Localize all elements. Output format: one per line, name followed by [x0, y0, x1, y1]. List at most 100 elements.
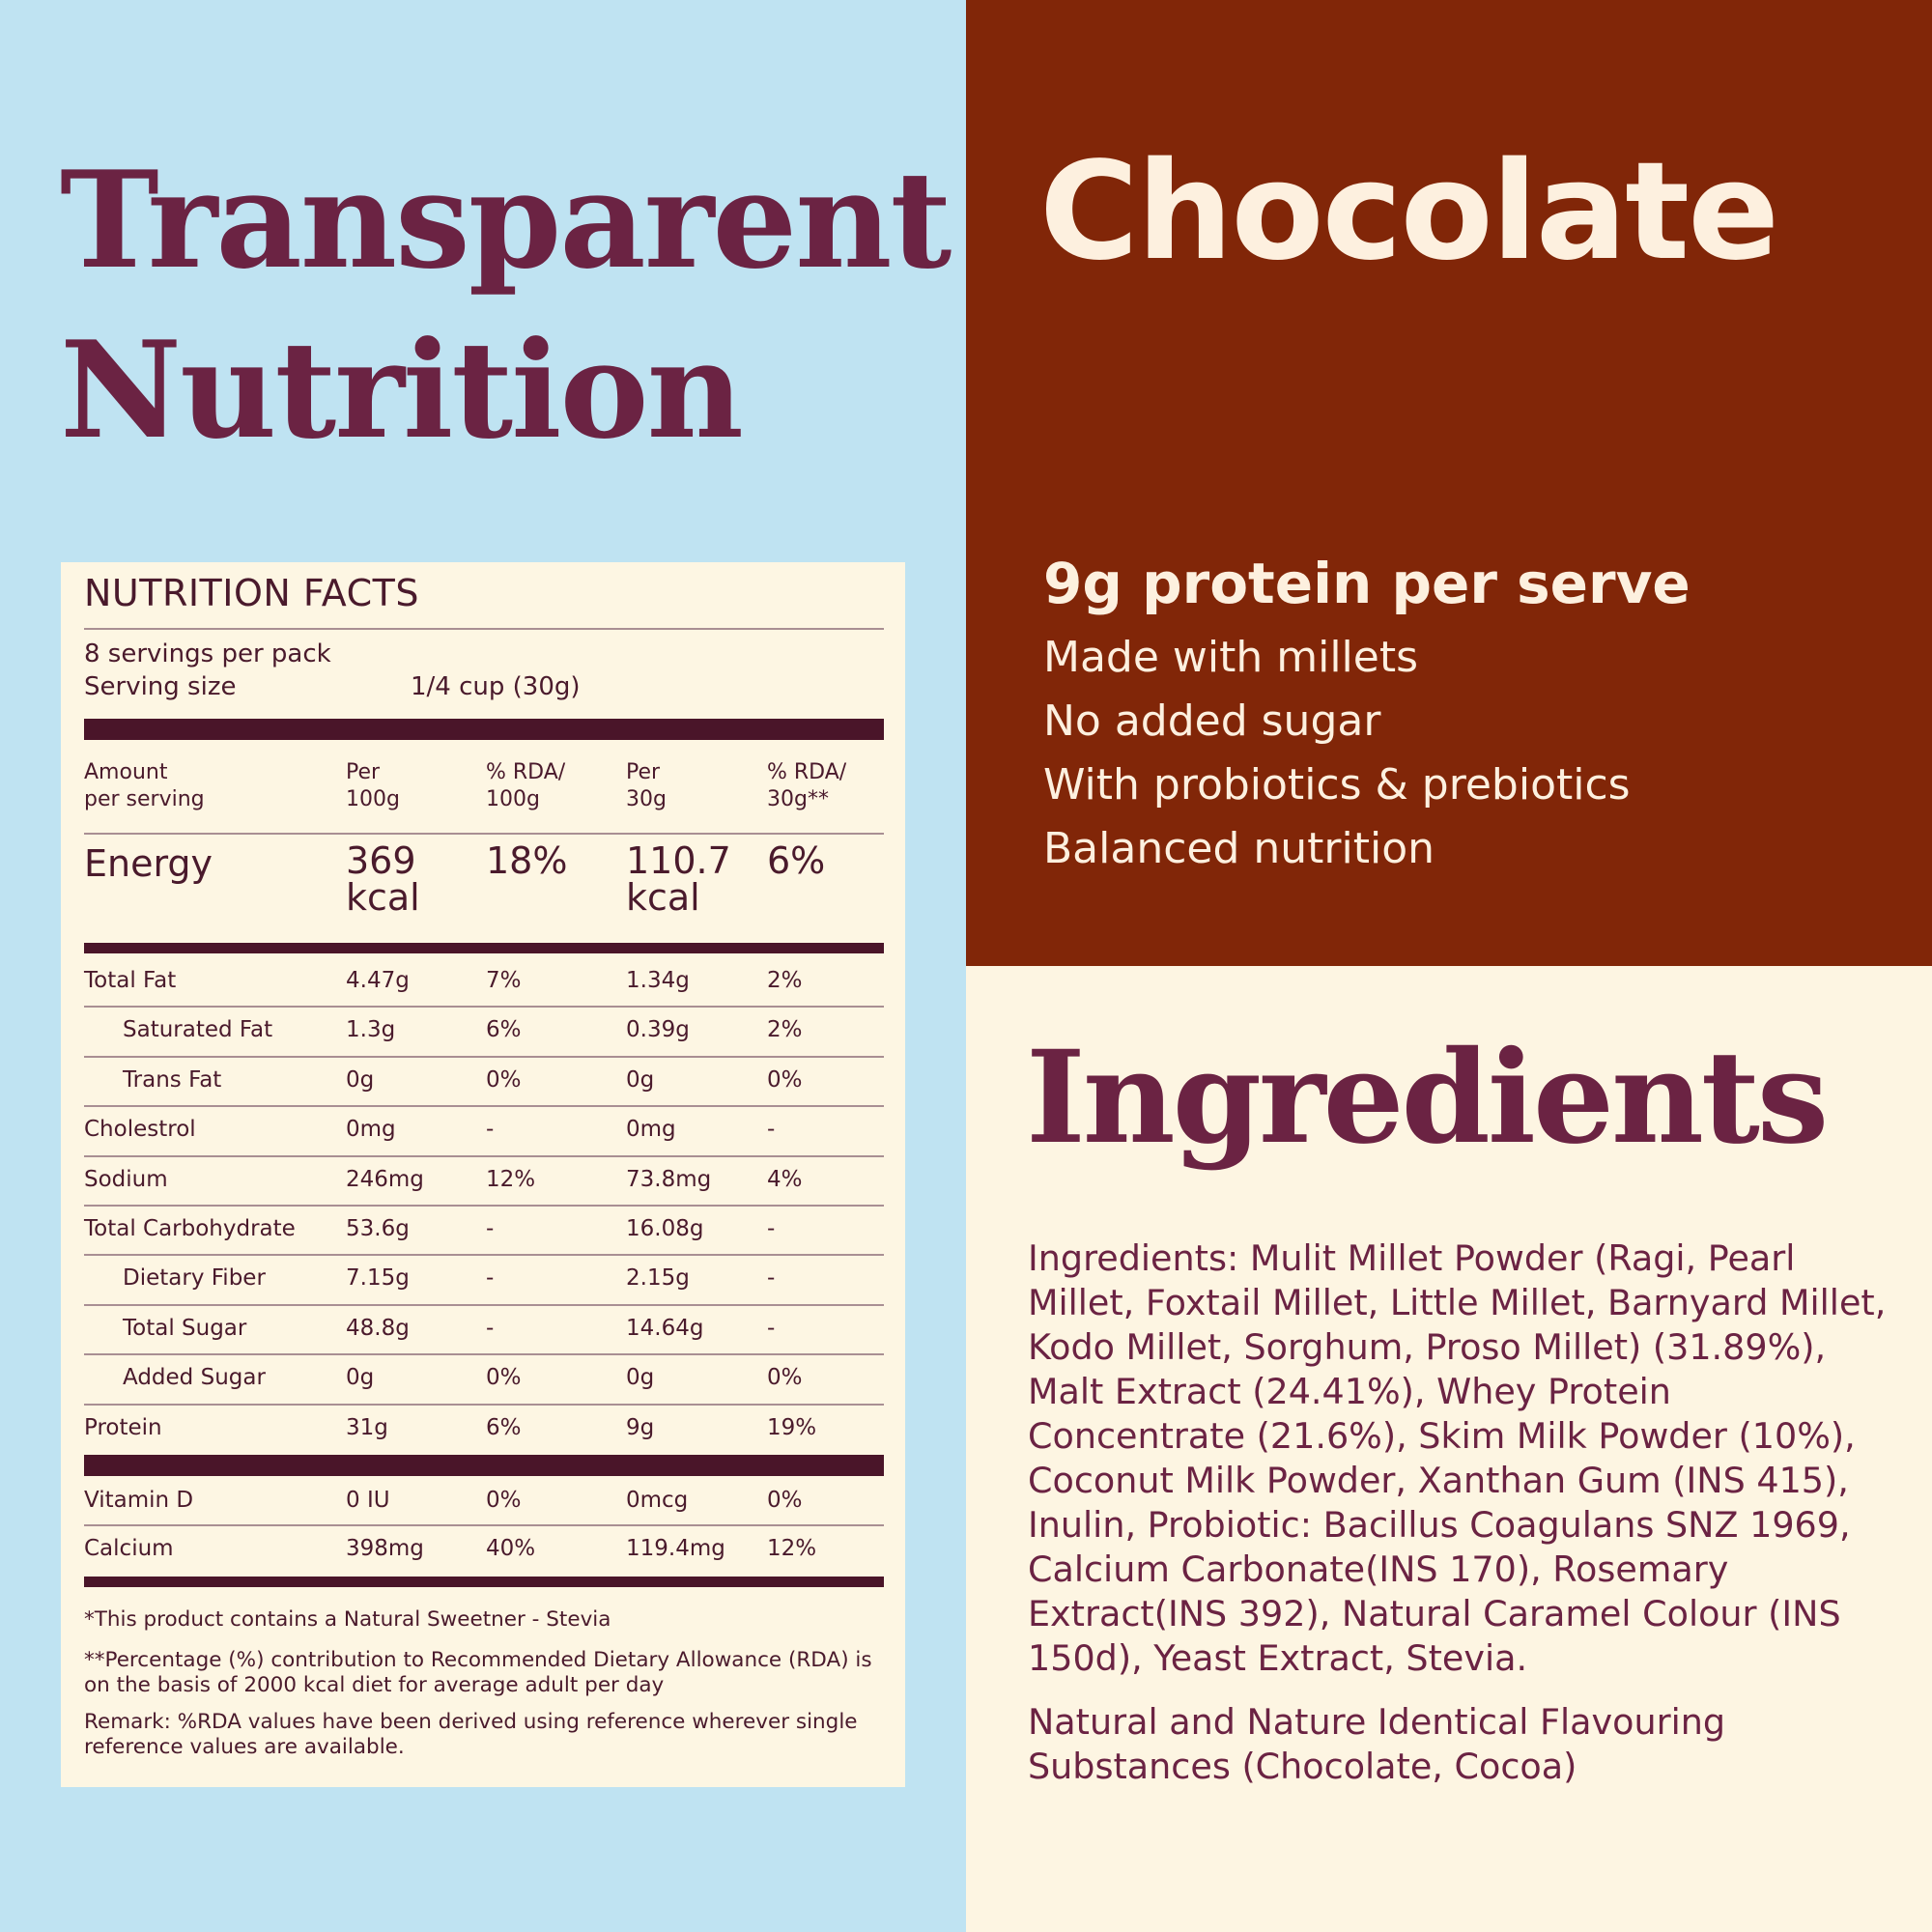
nutrient-rda-100g: 12%: [486, 1166, 536, 1192]
headline-line: Nutrition: [60, 311, 744, 469]
header-rda-30g: % RDA/30g**: [767, 760, 847, 811]
benefits-list: Made with millets No added sugar With pr…: [1043, 626, 1631, 881]
nutrient-rda-30g: 0%: [767, 1488, 803, 1513]
nutrient-per-100g: 4.47g: [346, 968, 410, 993]
nutrient-row: Calcium 398mg 40% 119.4mg 12%: [84, 1526, 884, 1575]
nutrient-rda-100g: 6%: [486, 1017, 522, 1043]
nutrient-per-100g: 53.6g: [346, 1216, 410, 1241]
nutrient-rda-30g: 4%: [767, 1166, 803, 1192]
nutrient-per-100g: 398mg: [346, 1536, 424, 1561]
nutrient-rda-30g: 0%: [767, 1365, 803, 1391]
divider-thick: [84, 1455, 884, 1476]
nutrient-per-30g: 0mg: [626, 1117, 676, 1143]
servings-info: 8 servings per pack Serving size: [84, 638, 331, 703]
divider: [84, 833, 884, 835]
nutrient-rda-100g: -: [486, 1265, 495, 1292]
energy-per-100g: 369 kcal: [346, 839, 420, 919]
benefit-item: No added sugar: [1043, 696, 1381, 746]
header-amount: Amount per serving: [84, 760, 205, 811]
nutrient-rda-30g: -: [767, 1265, 776, 1292]
ingredients-body: Ingredients: Mulit Millet Powder (Ragi, …: [1028, 1236, 1897, 1789]
nutrient-rda-100g: 0%: [486, 1488, 522, 1513]
protein-claim: 9g protein per serve: [1043, 551, 1690, 616]
divider-medium: [84, 1577, 884, 1587]
nutrient-per-30g: 73.8mg: [626, 1166, 712, 1192]
benefit-item: With probiotics & prebiotics: [1043, 760, 1631, 810]
row-divider: [84, 1204, 884, 1207]
nutrient-row: Vitamin D 0 IU 0% 0mcg 0%: [84, 1478, 884, 1526]
nutrient-name: Vitamin D: [84, 1488, 194, 1513]
nutrient-per-30g: 0g: [626, 1066, 655, 1093]
nutrient-rda-30g: 12%: [767, 1536, 817, 1561]
chocolate-quadrant: [966, 0, 1932, 966]
row-divider: [84, 1154, 884, 1157]
nutrient-per-30g: 16.08g: [626, 1216, 704, 1241]
nutrient-per-30g: 14.64g: [626, 1315, 704, 1341]
nutrient-row: Saturated Fat 1.3g 6% 0.39g 2%: [84, 1008, 884, 1058]
row-divider: [84, 1006, 884, 1009]
nutrient-per-30g: 2.15g: [626, 1265, 690, 1292]
divider-thick: [84, 719, 884, 740]
nutrient-rda-100g: 7%: [486, 968, 522, 993]
nutrient-rda-30g: 2%: [767, 1017, 803, 1043]
nutrient-row: Added Sugar 0g 0% 0g 0%: [84, 1355, 884, 1406]
nutrient-row: Total Fat 4.47g 7% 1.34g 2%: [84, 958, 884, 1009]
nutrient-per-30g: 0mcg: [626, 1488, 689, 1513]
divider: [84, 628, 884, 630]
nutrient-rda-30g: -: [767, 1117, 776, 1143]
nutrient-name: Added Sugar: [123, 1365, 266, 1391]
nutrient-per-30g: 0g: [626, 1365, 655, 1391]
footnote-rda: **Percentage (%) contribution to Recomme…: [84, 1648, 872, 1697]
nutrient-row: Cholestrol 0mg - 0mg -: [84, 1107, 884, 1157]
nutrition-facts-title: NUTRITION FACTS: [84, 572, 419, 614]
nutrient-rda-100g: 0%: [486, 1066, 522, 1093]
row-divider: [84, 1403, 884, 1406]
nutrient-per-100g: 0g: [346, 1066, 375, 1093]
nutrient-rda-30g: 19%: [767, 1414, 817, 1440]
nutrient-per-30g: 1.34g: [626, 968, 690, 993]
nutrient-rda-30g: 2%: [767, 968, 803, 993]
nutrient-name: Protein: [84, 1414, 162, 1440]
serving-size-label: Serving size: [84, 672, 237, 701]
nutrient-name: Calcium: [84, 1536, 174, 1561]
nutrient-rda-30g: -: [767, 1216, 776, 1241]
nutrient-rda-30g: -: [767, 1315, 776, 1341]
serving-size-value: 1/4 cup (30g): [411, 672, 581, 701]
nutrient-name: Trans Fat: [123, 1066, 222, 1093]
nutrient-per-100g: 7.15g: [346, 1265, 410, 1292]
benefit-item: Made with millets: [1043, 633, 1419, 682]
nutrient-name: Saturated Fat: [123, 1017, 273, 1043]
ingredients-quadrant: [966, 966, 1932, 1932]
energy-per-30g: 110.7 kcal: [626, 839, 731, 919]
nutrient-per-100g: 48.8g: [346, 1315, 410, 1341]
nutrient-name: Total Carbohydrate: [84, 1216, 296, 1241]
nutrient-rda-100g: -: [486, 1216, 495, 1241]
headline-transparent-nutrition: Transparent Nutrition: [60, 135, 952, 475]
row-divider: [84, 1055, 884, 1058]
servings-per-pack: 8 servings per pack: [84, 639, 331, 668]
flavour-title: Chocolate: [1039, 133, 1779, 291]
energy-label: Energy: [84, 842, 213, 885]
energy-rda-100g: 18%: [486, 839, 568, 882]
flavouring-note: Natural and Nature Identical Flavouring …: [1028, 1701, 1726, 1787]
header-rda-100g: % RDA/100g: [486, 760, 566, 811]
headline-line: Transparent: [60, 141, 952, 298]
header-per-30g: Per 30g: [626, 760, 667, 811]
nutrient-per-100g: 246mg: [346, 1166, 424, 1192]
nutrient-rda-100g: 40%: [486, 1536, 536, 1561]
row-divider: [84, 1353, 884, 1356]
nutrient-row: Dietary Fiber 7.15g - 2.15g -: [84, 1256, 884, 1306]
footnote-sweetener: *This product contains a Natural Sweetne…: [84, 1607, 611, 1632]
ingredients-title: Ingredients: [1026, 1023, 1829, 1173]
benefit-item: Balanced nutrition: [1043, 824, 1435, 873]
nutrient-per-100g: 0mg: [346, 1117, 396, 1143]
nutrient-row: Sodium 246mg 12% 73.8mg 4%: [84, 1157, 884, 1207]
nutrient-per-30g: 119.4mg: [626, 1536, 725, 1561]
row-divider: [84, 1524, 884, 1526]
nutrient-rda-100g: -: [486, 1315, 495, 1341]
row-divider: [84, 1105, 884, 1108]
ingredients-list: Ingredients: Mulit Millet Powder (Ragi, …: [1028, 1237, 1887, 1679]
nutrient-per-100g: 31g: [346, 1414, 388, 1440]
nutrient-row: Trans Fat 0g 0% 0g 0%: [84, 1058, 884, 1108]
nutrient-rda-100g: 6%: [486, 1414, 522, 1440]
